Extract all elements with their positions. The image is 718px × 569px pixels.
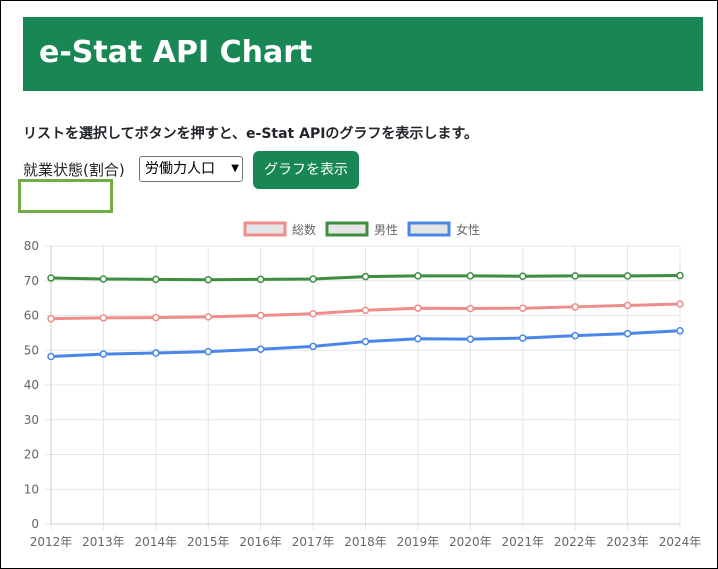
data-point: [152, 313, 160, 322]
legend-label: 男性: [374, 223, 398, 237]
y-tick-label: 50: [24, 343, 39, 357]
data-point: [99, 350, 108, 358]
data-point: [309, 275, 317, 283]
x-tick-label: 2018年: [344, 535, 387, 549]
x-tick-label: 2020年: [449, 535, 492, 549]
x-tick-label: 2023年: [606, 535, 649, 549]
data-point: [466, 304, 475, 313]
data-point: [152, 275, 160, 284]
data-point: [204, 313, 212, 321]
status-box: [18, 179, 113, 213]
data-point: [676, 300, 684, 308]
select-value: 労働力人口: [145, 161, 215, 177]
data-point: [256, 311, 265, 320]
data-point: [519, 272, 527, 280]
data-point: [623, 301, 632, 310]
data-point: [204, 275, 212, 284]
legend-label: 総数: [292, 222, 316, 237]
x-tick-label: 2022年: [554, 535, 597, 549]
data-point: [99, 275, 108, 283]
chevron-down-icon: ▼: [231, 163, 239, 174]
data-point: [256, 275, 265, 284]
data-point: [466, 272, 475, 280]
y-tick-label: 60: [24, 309, 39, 323]
data-point: [571, 272, 579, 280]
data-point: [47, 352, 55, 361]
data-point: [361, 272, 370, 281]
x-tick-label: 2013年: [82, 535, 125, 549]
data-point: [361, 306, 370, 315]
x-tick-label: 2014年: [135, 535, 178, 549]
data-point: [309, 310, 317, 318]
y-tick-label: 0: [31, 517, 39, 531]
x-tick-label: 2019年: [397, 535, 440, 549]
data-point: [414, 272, 422, 280]
data-point: [519, 334, 527, 342]
x-tick-label: 2016年: [239, 535, 282, 549]
data-point: [623, 329, 632, 338]
data-point: [466, 335, 475, 343]
data-point: [676, 271, 684, 280]
page-title: e-Stat API Chart: [39, 35, 313, 70]
y-tick-label: 30: [24, 413, 39, 427]
x-tick-label: 2021年: [501, 535, 544, 549]
legend-swatch: [407, 221, 451, 237]
y-tick-label: 40: [24, 378, 39, 392]
data-point: [623, 272, 632, 280]
data-point: [256, 345, 265, 353]
data-point: [676, 327, 684, 335]
x-tick-label: 2012年: [30, 535, 73, 549]
header-bar: e-Stat API Chart: [23, 17, 703, 91]
select-label: 就業状態(割合): [23, 161, 125, 179]
x-tick-label: 2017年: [292, 535, 335, 549]
x-tick-label: 2024年: [659, 535, 702, 549]
data-point: [571, 331, 579, 340]
y-tick-label: 70: [24, 274, 39, 288]
data-point: [309, 342, 317, 351]
x-tick-label: 2015年: [187, 535, 230, 549]
line-chart: 0 10 20 30 40 50 60 70 80 2012年 2013年 2014年 2015年 201…: [24, 221, 702, 549]
y-tick-label: 80: [24, 239, 39, 253]
data-point: [99, 314, 108, 322]
data-point: [47, 274, 55, 282]
data-point: [519, 304, 527, 312]
y-tick-label: 20: [24, 448, 39, 462]
y-tick-label: 10: [24, 482, 39, 496]
category-select[interactable]: 労働力人口 ▼: [139, 156, 243, 182]
data-point: [152, 349, 160, 357]
data-point: [571, 303, 579, 311]
data-point: [47, 314, 55, 323]
description-text: リストを選択してボタンを押すと、e-Stat APIのグラフを表示します。: [23, 126, 479, 142]
data-point: [414, 335, 422, 343]
data-point: [414, 304, 422, 312]
legend-swatch: [325, 221, 369, 237]
legend-swatch: [243, 221, 287, 237]
data-point: [204, 347, 212, 356]
legend-label: 女性: [456, 222, 480, 237]
data-point: [361, 337, 370, 346]
show-chart-button[interactable]: グラフを表示: [253, 151, 359, 189]
